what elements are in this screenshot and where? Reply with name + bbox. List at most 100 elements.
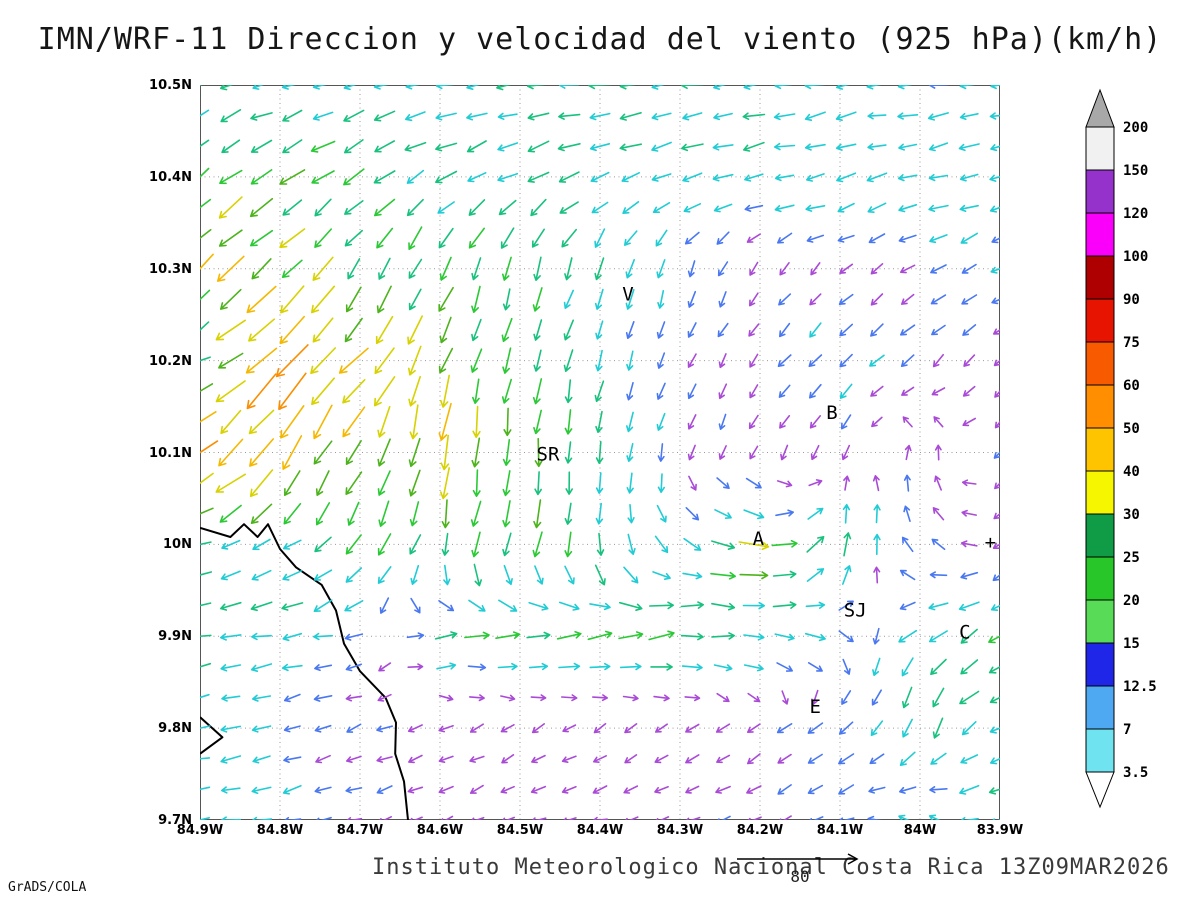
wind-vector (843, 532, 852, 557)
wind-vector (438, 755, 454, 763)
station-label-B: B (826, 402, 837, 424)
wind-vector (408, 288, 422, 311)
wind-vector (592, 785, 608, 794)
wind-vector (469, 694, 485, 702)
wind-vector (527, 171, 550, 183)
y-axis-label: 10.3N (149, 261, 192, 277)
wind-vector (742, 601, 765, 610)
wind-vector (533, 349, 542, 372)
wind-vector (376, 285, 392, 314)
wind-vector (929, 630, 948, 643)
wind-vector (377, 470, 391, 496)
wind-vector (377, 566, 392, 584)
wind-vector (589, 662, 611, 671)
wind-vector (249, 438, 274, 467)
wind-vector (622, 694, 639, 702)
wind-vector (779, 815, 792, 820)
station-label-+: + (985, 532, 996, 554)
wind-vector (901, 657, 914, 677)
wind-vector (746, 785, 762, 794)
wind-vector (245, 347, 278, 374)
colorbar-band (1085, 599, 1115, 644)
wind-vector (718, 445, 727, 460)
wind-vector (410, 565, 420, 585)
wind-vector (870, 323, 884, 337)
wind-vector (373, 170, 396, 184)
wind-vector (310, 140, 336, 153)
wind-vector (804, 111, 826, 121)
wind-vector (312, 256, 334, 281)
wind-vector (406, 169, 425, 184)
wind-vector (993, 512, 1000, 520)
colorbar-label: 12.5 (1123, 679, 1157, 695)
x-axis-label: 84W (903, 823, 937, 838)
wind-vector (744, 173, 764, 182)
wind-vector (311, 285, 336, 314)
wind-vector (466, 112, 488, 121)
wind-vector (594, 564, 606, 586)
wind-vector (342, 406, 366, 438)
wind-vector (739, 571, 769, 580)
wind-vector (250, 169, 273, 185)
colorbar-label: 50 (1123, 421, 1140, 437)
wind-vector (437, 201, 455, 214)
wind-vector (595, 502, 604, 525)
wind-vector (962, 324, 977, 336)
wind-vector (405, 111, 426, 122)
wind-vector (779, 322, 791, 338)
wind-vector (898, 234, 917, 243)
wind-vector (251, 569, 272, 581)
wind-vector (469, 723, 484, 733)
wind-vector (220, 816, 241, 820)
wind-vector (589, 112, 611, 121)
wind-vector (558, 112, 581, 120)
wind-vector (682, 172, 703, 183)
wind-vector (994, 481, 1000, 490)
wind-vector (502, 347, 512, 374)
wind-vector (408, 469, 421, 497)
wind-vector (960, 628, 978, 644)
wind-vector (654, 754, 669, 764)
wind-vector (656, 504, 667, 523)
wind-vector (438, 402, 452, 441)
wind-vector (246, 285, 277, 314)
station-label-E: E (809, 696, 820, 718)
wind-vector (836, 85, 850, 90)
wind-vector (200, 602, 212, 607)
wind-vector (532, 378, 543, 405)
wind-vector (344, 200, 364, 215)
wind-vector (932, 353, 944, 368)
wind-vector (589, 143, 611, 152)
wind-vector (652, 571, 671, 580)
wind-vector (502, 500, 511, 528)
wind-vector (960, 659, 979, 675)
wind-vector (839, 263, 854, 274)
wind-vector (716, 692, 730, 703)
wind-vector (503, 407, 512, 437)
wind-vector (343, 85, 357, 91)
reference-vector-label: 80 (790, 867, 810, 886)
wind-vector (718, 353, 727, 369)
wind-vector (869, 354, 885, 367)
wind-vector (807, 722, 824, 734)
wind-vector (472, 378, 480, 404)
wind-vector (682, 572, 703, 580)
coastline-path (200, 716, 224, 755)
wind-vector (619, 143, 642, 152)
wind-vector (217, 255, 245, 282)
wind-vector (771, 539, 798, 548)
wind-vector (534, 565, 544, 585)
wind-vector (310, 347, 336, 374)
wind-vector (655, 816, 670, 820)
wind-vector (345, 786, 363, 794)
wind-vector (408, 258, 423, 279)
x-axis-labels: 84.9W 84.8W 84.7W 84.6W 84.5W 84.4W 84.3W 84.2W… (177, 823, 1023, 841)
wind-vector (220, 85, 234, 91)
wind-vector (625, 321, 635, 339)
wind-vector (558, 601, 580, 611)
wind-vector (218, 352, 244, 369)
wind-vector (435, 170, 458, 184)
wind-vector (500, 227, 515, 249)
wind-vector (531, 817, 547, 820)
wind-vector (471, 257, 482, 281)
